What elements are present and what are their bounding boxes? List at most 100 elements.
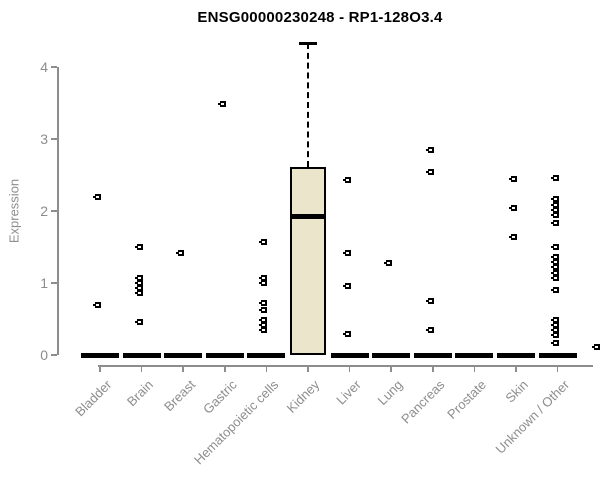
category-label: Pancreas	[397, 377, 448, 427]
outlier-point	[134, 285, 143, 292]
outlier-point	[134, 274, 143, 281]
x-tick	[390, 365, 392, 372]
category-label: Lung	[374, 377, 406, 409]
outlier-point	[93, 194, 101, 201]
outlier-point	[176, 249, 185, 256]
outlier-point	[509, 205, 517, 212]
outlier-point	[384, 259, 393, 266]
x-tick	[515, 365, 517, 372]
outlier-point	[550, 212, 559, 219]
outlier-point	[93, 302, 101, 309]
outlier-point	[259, 274, 268, 281]
outlier-point	[509, 176, 517, 183]
x-tick	[307, 365, 309, 372]
outlier-point	[550, 207, 559, 214]
outlier-point	[550, 174, 559, 181]
x-tick	[224, 365, 226, 372]
category-label: Liver	[333, 377, 365, 408]
upper-whisker	[307, 43, 309, 168]
box	[290, 167, 326, 355]
outlier-point	[550, 195, 559, 202]
outlier-point	[550, 287, 559, 294]
category-label: Kidney	[283, 377, 323, 416]
outlier-point	[134, 290, 143, 297]
outlier-point	[425, 146, 434, 153]
y-tick-label: 4	[40, 59, 48, 75]
zero-median-bar	[497, 353, 535, 358]
outlier-point	[134, 280, 143, 286]
zero-median-bar	[455, 353, 494, 358]
outlier-point	[550, 254, 559, 261]
y-tick	[51, 354, 57, 356]
median-line	[290, 214, 326, 220]
category-label: Brain	[124, 377, 157, 410]
outlier-point	[550, 202, 559, 209]
category-label: Breast	[160, 377, 198, 415]
outlier-point	[259, 326, 268, 333]
outlier-point	[259, 306, 268, 313]
y-tick-label: 3	[40, 131, 48, 147]
outlier-point	[550, 326, 559, 333]
outlier-point	[509, 233, 517, 240]
x-tick	[265, 365, 268, 372]
outlier-point	[550, 269, 559, 276]
zero-median-bar	[247, 353, 286, 358]
zero-median-bar	[413, 353, 452, 358]
outlier-point	[550, 274, 559, 281]
y-tick	[51, 66, 57, 68]
zero-median-bar	[122, 353, 161, 358]
x-tick	[182, 365, 184, 372]
outlier-point	[425, 298, 434, 304]
y-tick-label: 1	[40, 275, 48, 291]
zero-median-bar	[330, 353, 369, 358]
outlier-point	[425, 169, 434, 176]
zero-median-bar	[538, 353, 577, 358]
y-tick-label: 2	[40, 203, 48, 219]
outlier-point	[259, 238, 268, 245]
category-label: Prostate	[444, 377, 490, 422]
y-tick-label: 0	[40, 347, 48, 363]
outlier-point	[342, 249, 351, 256]
outlier-point	[550, 264, 559, 271]
outlier-point	[217, 100, 226, 107]
category-label: Unknown / Other	[492, 377, 573, 457]
outlier-point	[550, 339, 559, 346]
y-tick	[51, 210, 57, 212]
y-tick	[51, 282, 57, 284]
x-tick	[140, 365, 143, 372]
outlier-point	[550, 316, 559, 323]
outlier-point	[550, 259, 559, 266]
zero-median-bar	[372, 353, 411, 358]
outlier-point	[550, 331, 559, 338]
outlier-point	[550, 220, 559, 227]
outlier-point	[342, 177, 351, 184]
x-tick	[556, 365, 559, 372]
x-axis-line	[98, 365, 593, 367]
outlier-point	[550, 321, 559, 328]
chart-title: ENSG00000230248 - RP1-128O3.4	[197, 9, 443, 26]
y-axis-line	[57, 67, 59, 355]
outlier-point	[259, 300, 268, 307]
category-label: Skin	[502, 377, 531, 406]
outlier-point	[425, 326, 434, 333]
zero-median-bar	[164, 353, 203, 358]
y-tick	[51, 138, 57, 140]
x-tick	[473, 365, 476, 372]
zero-median-bar	[81, 353, 119, 358]
outlier-point	[259, 280, 268, 286]
outlier-point	[259, 321, 268, 328]
outlier-point	[134, 318, 143, 325]
x-tick	[432, 365, 434, 372]
outlier-point	[134, 244, 143, 250]
outlier-point	[550, 244, 559, 250]
x-tick	[99, 365, 101, 372]
category-label: Gastric	[199, 377, 240, 417]
outlier-point	[259, 316, 268, 323]
outlier-point	[342, 282, 351, 289]
x-tick	[348, 365, 351, 372]
outlier-point	[342, 331, 351, 338]
whisker-cap	[299, 42, 317, 46]
category-label: Bladder	[72, 377, 115, 420]
